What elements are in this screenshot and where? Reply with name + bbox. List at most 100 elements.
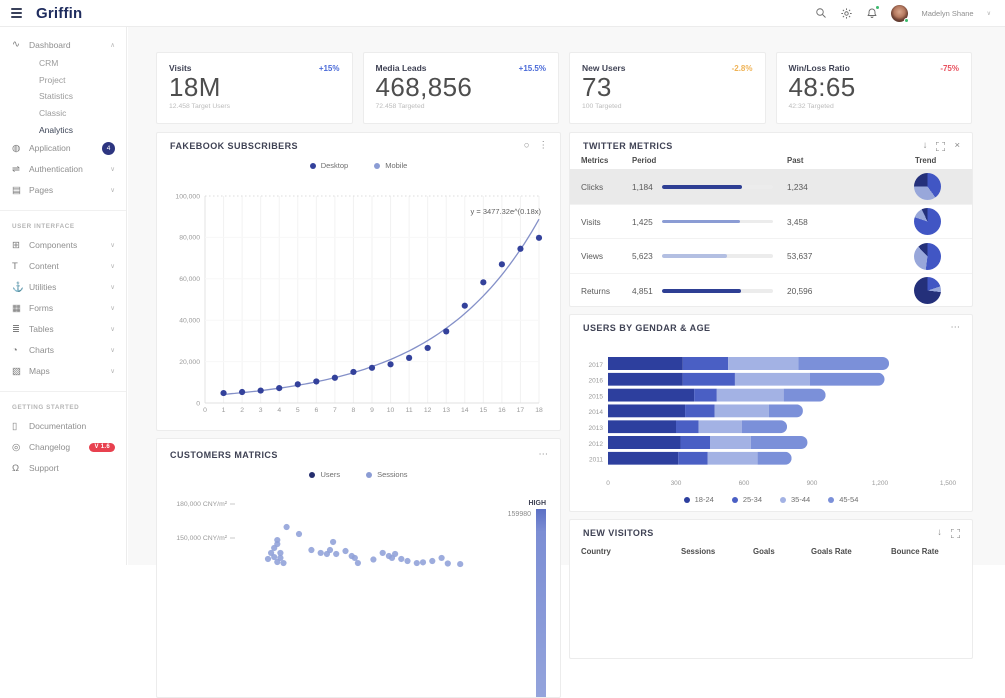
record-circle-icon[interactable]: ○ <box>524 141 530 151</box>
sidebar-item-label: Tables <box>29 324 54 334</box>
book-icon: ▯ <box>12 421 29 432</box>
sidebar-subitem-statistics[interactable]: Statistics <box>0 88 126 105</box>
sidebar-subitem-classic[interactable]: Classic <box>0 105 126 122</box>
sidebar-item-components[interactable]: ⊞Components∨ <box>0 235 126 256</box>
ellipsis-menu-icon[interactable]: ⋯ <box>951 323 961 333</box>
sidebar-subitem-analytics[interactable]: Analytics <box>0 121 126 138</box>
metric-label: Visits <box>581 217 632 227</box>
metric-label: Views <box>581 251 632 261</box>
sidebar-item-forms[interactable]: ▦Forms∨ <box>0 298 126 319</box>
avatar[interactable] <box>891 5 908 22</box>
svg-text:60,000: 60,000 <box>179 276 200 283</box>
sidebar-item-pages[interactable]: ▤Pages∨ <box>0 180 126 201</box>
legend-item-sessions[interactable]: Sessions <box>366 470 407 479</box>
stat-subtitle: 100 Targeted <box>582 103 753 110</box>
sidebar-item-tables[interactable]: ≣Tables ∨ <box>0 319 126 340</box>
chevron-down-icon: ∨ <box>110 241 115 249</box>
stat-subtitle: 42:32 Targeted <box>789 103 960 110</box>
brand-logo[interactable]: Griffin <box>36 5 82 22</box>
tables-icon: ≣ <box>12 324 29 335</box>
progress-fill <box>662 289 741 293</box>
chevron-down-icon[interactable]: ∨ <box>987 10 991 17</box>
legend-item-35-44[interactable]: 35-44 <box>780 495 810 504</box>
legend-label: 18-24 <box>695 495 714 504</box>
sidebar-item-label: Dashboard <box>29 40 71 50</box>
kebab-menu-icon[interactable]: ⋮ <box>539 141 549 151</box>
search-icon[interactable] <box>815 7 827 19</box>
sidebar-item-charts[interactable]: ◔Charts∨ <box>0 340 126 361</box>
svg-text:15: 15 <box>480 407 488 414</box>
svg-text:20,000: 20,000 <box>179 359 200 366</box>
expand-icon[interactable] <box>936 142 945 151</box>
legend-dot <box>684 497 690 503</box>
sidebar-subitem-project[interactable]: Project <box>0 72 126 89</box>
sidebar-item-label: Charts <box>29 345 54 355</box>
sidebar-divider <box>0 391 126 392</box>
sidebar-item-maps[interactable]: ▧Maps∨ <box>0 361 126 382</box>
sidebar-item-label: Authentication <box>29 164 83 174</box>
svg-text:2015: 2015 <box>589 393 604 400</box>
column-header-metrics: Metrics <box>581 156 632 165</box>
chevron-down-icon: ∨ <box>110 325 115 333</box>
column-header-goals-rate: Goals Rate <box>811 547 891 556</box>
svg-text:4: 4 <box>277 407 281 414</box>
sidebar-subitem-crm[interactable]: CRM <box>0 55 126 72</box>
svg-text:900: 900 <box>807 480 818 487</box>
hamburger-icon[interactable] <box>11 8 22 18</box>
anchor-icon: ⚓ <box>12 282 29 293</box>
chevron-down-icon: ∨ <box>110 186 115 194</box>
svg-text:2011: 2011 <box>589 457 603 464</box>
svg-text:10: 10 <box>387 407 395 414</box>
legend-item-desktop[interactable]: Desktop <box>310 161 349 170</box>
legend-item-25-34[interactable]: 25-34 <box>732 495 762 504</box>
legend-item-mobile[interactable]: Mobile <box>374 161 407 170</box>
legend-item-18-24[interactable]: 18-24 <box>684 495 714 504</box>
download-icon[interactable]: ↓ <box>937 528 942 538</box>
svg-text:6: 6 <box>314 407 318 414</box>
svg-text:159980: 159980 <box>508 511 531 518</box>
trend-pie <box>914 173 941 200</box>
sidebar-item-label: Utilities <box>29 282 56 292</box>
chevron-down-icon: ∨ <box>110 304 115 312</box>
past-value: 3,458 <box>787 217 883 227</box>
svg-text:5: 5 <box>296 407 300 414</box>
svg-text:100,000: 100,000 <box>175 193 200 200</box>
close-icon[interactable]: × <box>954 141 960 151</box>
ellipsis-menu-icon[interactable]: ⋯ <box>539 450 549 460</box>
page-icon: ▤ <box>12 185 29 196</box>
expand-icon[interactable] <box>951 529 960 538</box>
legend-item-45-54[interactable]: 45-54 <box>828 495 858 504</box>
sidebar-item-dashboard[interactable]: ∿Dashboard∧ <box>0 34 126 55</box>
svg-text:40,000: 40,000 <box>179 318 200 325</box>
svg-text:3: 3 <box>259 407 263 414</box>
legend-item-users[interactable]: Users <box>309 470 340 479</box>
gear-icon[interactable] <box>840 7 853 20</box>
sidebar-item-authentication[interactable]: ⇌Authentication∨ <box>0 159 126 180</box>
sidebar-item-label: Maps <box>29 366 50 376</box>
chevron-down-icon: ∨ <box>110 165 115 173</box>
column-header-past: Past <box>787 156 883 165</box>
svg-text:600: 600 <box>739 480 750 487</box>
headphones-icon: Ω <box>12 463 29 474</box>
bell-icon[interactable] <box>866 7 878 20</box>
sidebar-item-documentation[interactable]: ▯Documentation <box>0 416 126 437</box>
sidebar-item-utilities[interactable]: ⚓Utilities∨ <box>0 277 126 298</box>
stat-delta: +15% <box>319 64 340 73</box>
legend-dot <box>732 497 738 503</box>
legend-label: Sessions <box>377 470 407 479</box>
user-name[interactable]: Madelyn Shane <box>921 9 973 18</box>
download-icon[interactable]: ↓ <box>923 141 928 151</box>
